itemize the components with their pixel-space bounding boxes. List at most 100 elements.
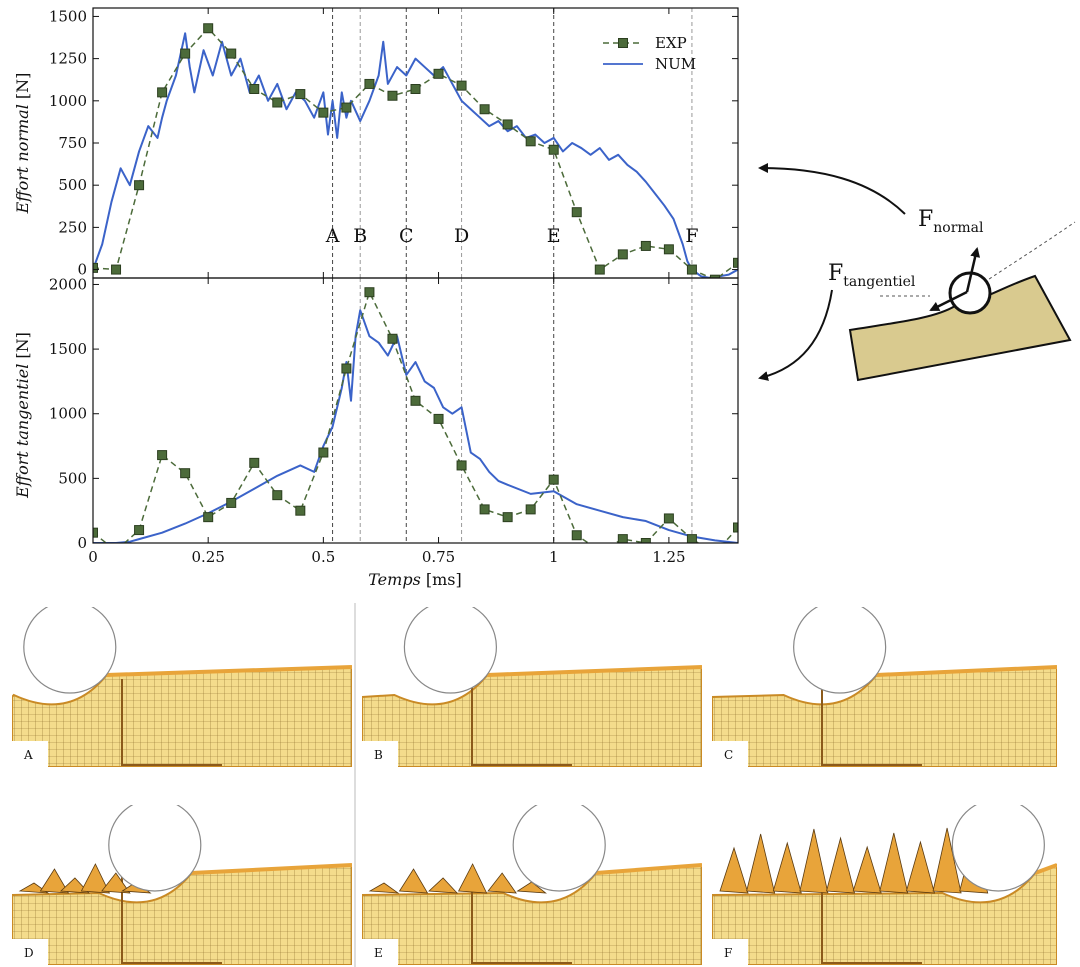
tangential-force-series: [93, 287, 738, 555]
tangential-y-tick-label: 2000: [49, 275, 87, 293]
phase-marker-label-f: F: [685, 225, 698, 247]
snapshot-label: F: [724, 946, 732, 960]
mesh-body: [12, 863, 352, 965]
normal-exp-point: [640, 240, 651, 251]
debris-fragment: [101, 872, 131, 894]
substrate-edge: [821, 877, 922, 964]
tangential-exp-point: [733, 522, 738, 533]
tangential-y-tick-label: 1500: [49, 340, 87, 358]
normal-exp-point: [364, 78, 375, 89]
tangential-exp-point: [272, 490, 283, 501]
tangential-exp-point: [456, 460, 467, 471]
tangential-force-label: Ftangentiel: [828, 261, 916, 290]
mesh-coating: [876, 665, 1057, 677]
normal-exp-point: [157, 87, 168, 98]
x-tick-label: 0.5: [311, 548, 335, 566]
normal-exp-point: [479, 104, 490, 115]
debris-fragment: [428, 877, 459, 894]
snapshot-e: E: [362, 805, 702, 965]
normal-exp-point: [548, 144, 559, 155]
normal-y-tick-label: 750: [58, 134, 87, 152]
normal-exp-point: [410, 84, 421, 94]
normal-exp-point: [433, 68, 444, 79]
mesh-body: [362, 863, 702, 965]
substrate-edge: [121, 877, 222, 964]
snapshot-f: F: [712, 805, 1057, 965]
tangential-exp-point: [433, 413, 444, 424]
snapshot-label-box: [712, 741, 748, 767]
normal-exp-point: [272, 97, 283, 108]
debris-fragment: [516, 881, 547, 894]
snapshot-label-box: [362, 741, 398, 767]
snapshot-label-box: [362, 939, 398, 965]
normal-exp-point: [134, 180, 145, 191]
tangential-force-plot-frame: [92, 277, 739, 544]
mesh-body: [712, 665, 1057, 767]
phase-marker-label-c: C: [399, 225, 414, 247]
snapshot-label: E: [374, 946, 383, 960]
mesh-coating: [106, 665, 352, 677]
debris-fragment: [39, 868, 70, 894]
mesh-body: [712, 863, 1057, 965]
normal-y-tick-label: 500: [58, 176, 87, 194]
tangential-num-line: [93, 309, 738, 543]
x-axis-label: Temps [ms]: [368, 570, 462, 589]
projectile-circle: [403, 607, 497, 694]
normal-exp-point: [686, 264, 697, 275]
tangential-exp-point: [410, 395, 421, 406]
projectile-circle: [793, 607, 887, 694]
mesh-body: [12, 665, 352, 767]
debris-fragment: [368, 882, 400, 894]
normal-force-series: [93, 23, 738, 278]
normal-exp-point: [295, 89, 306, 100]
tangential-exp-point: [157, 450, 168, 461]
tangential-exp-point: [595, 546, 604, 555]
projectile-circle: [23, 607, 117, 694]
tangential-exp-point: [295, 505, 306, 516]
normal-exp-point: [571, 207, 582, 218]
tangential-exp-point: [226, 497, 237, 508]
tangential-vector: [929, 290, 968, 312]
debris-fragment: [80, 863, 111, 894]
tangential-exp-point: [502, 512, 513, 523]
legend-exp-swatch-marker: [618, 38, 628, 48]
x-tick-label: 1.25: [652, 548, 685, 566]
tangential-exp-point: [203, 512, 214, 523]
tangential-exp-point: [479, 504, 490, 515]
substrate-edge: [471, 679, 572, 766]
snapshot-label-box: [712, 939, 748, 965]
tangential-y-tick-label: 500: [58, 469, 87, 487]
legend-num-label: NUM: [655, 55, 696, 73]
normal-exp-point: [226, 48, 237, 59]
snapshot-b: B: [362, 607, 702, 767]
projectile-circle: [951, 805, 1045, 892]
normal-y-tick-label: 250: [58, 218, 87, 236]
tangential-exp-point: [571, 530, 582, 541]
normal-exp-point: [111, 264, 122, 275]
normal-force-arrow: [758, 163, 906, 215]
normal-exp-line: [93, 27, 738, 278]
tangential-exp-point: [387, 333, 398, 344]
time-x-ticks: 0 0.25 0.5 0.75 1 1.25: [88, 548, 685, 566]
phase-marker-label-b: B: [353, 225, 367, 247]
tangential-exp-point: [364, 287, 375, 298]
snapshot-a: A: [12, 607, 352, 767]
x-tick-label: 0: [88, 548, 98, 566]
debris-fragment: [719, 846, 749, 894]
normal-y-tick-label: 1500: [49, 7, 87, 25]
snapshot-label: A: [23, 748, 33, 762]
legend-exp-label: EXP: [655, 34, 687, 52]
normal-exp-point: [456, 80, 467, 91]
normal-exp-point: [525, 136, 536, 147]
tangential-exp-point: [663, 513, 674, 524]
tangential-exp-line: [93, 290, 738, 543]
phase-marker-label-d: D: [454, 225, 469, 247]
phase-marker-label-e: E: [547, 225, 561, 247]
projectile-ball: [948, 271, 992, 315]
tangential-y-tick-label: 1000: [49, 405, 87, 423]
mesh-coating: [595, 863, 702, 875]
mesh-coating: [191, 863, 352, 875]
normal-exp-point: [709, 274, 720, 278]
